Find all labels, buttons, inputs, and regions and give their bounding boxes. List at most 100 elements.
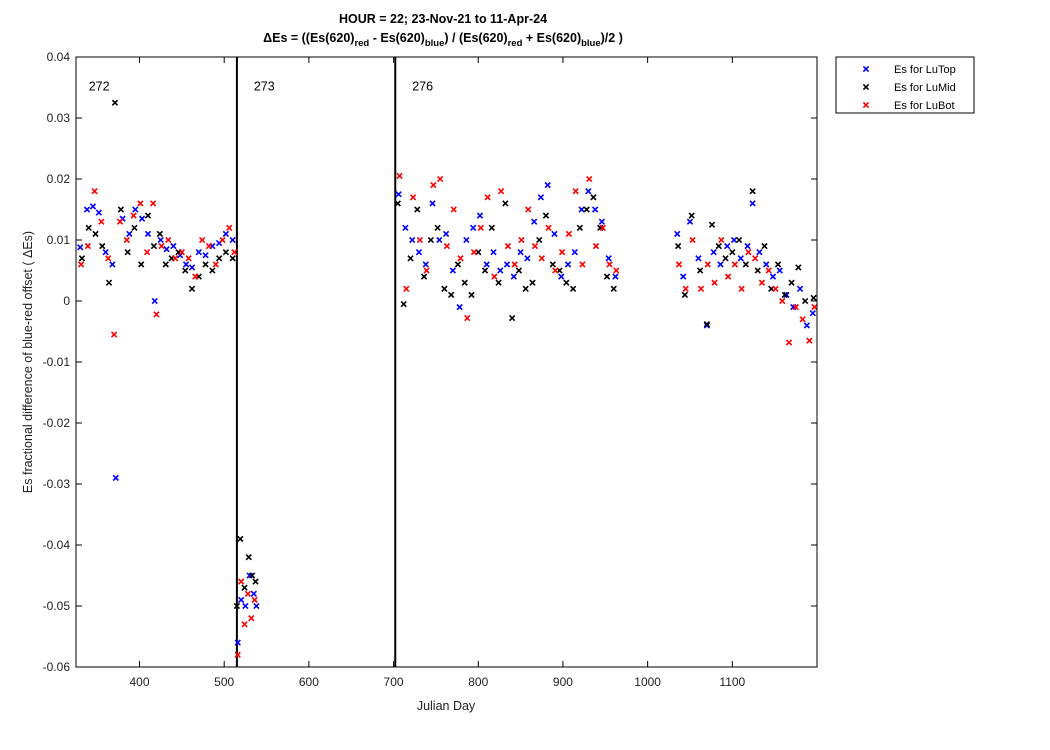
data-point [525,206,532,213]
data-point [729,249,736,256]
data-point [105,255,112,262]
data-point [212,261,219,268]
data-point [749,200,756,207]
legend: Es for LuTop Es for LuMid Es for LuBot [835,56,975,114]
data-point [157,236,164,244]
data-point [612,273,619,280]
data-point [178,249,186,256]
data-point [202,252,209,259]
data-point [468,291,475,299]
y-tick-label: 0.04 [47,50,71,64]
data-point [138,215,146,222]
annotation-272: 272 [89,80,110,94]
data-point [735,236,743,244]
data-point [761,242,768,250]
data-point [715,242,722,250]
data-point [464,314,471,322]
data-point [170,242,177,250]
legend-marker [862,65,870,73]
data-point [400,300,407,308]
data-point [754,267,761,274]
chart-subtitle-formula: ΔEs = ((Es(620)red - Es(620)blue) / (Es(… [263,31,623,49]
data-point [536,236,543,244]
data-point [549,261,556,268]
data-point [396,172,403,180]
x-tick-label: 1000 [634,675,661,689]
data-point [229,255,236,262]
data-point [83,206,91,213]
data-point [423,267,430,274]
data-point [537,194,545,201]
data-point [583,206,590,213]
data-point [126,230,133,238]
data-point [697,285,705,292]
data-point [92,230,99,238]
data-point [226,224,233,231]
data-point [241,584,248,591]
data-point [517,249,524,256]
data-point [758,279,766,286]
data-point [84,242,92,250]
data-point [686,218,694,225]
data-point [436,236,443,244]
data-point [592,242,600,250]
data-point [231,249,238,256]
data-point [222,249,230,256]
data-point [199,236,206,244]
data-point [502,200,509,207]
x-tick-label: 500 [214,675,234,689]
data-point [182,267,189,274]
data-point [250,590,258,597]
data-point [703,322,711,329]
data-point [144,212,152,219]
annotation-273: 273 [254,80,275,94]
data-point [515,267,523,274]
annotation-276: 276 [412,80,433,94]
data-point [491,273,498,280]
data-point [117,206,125,213]
data-point [248,572,256,579]
y-tick-label: -0.02 [43,416,71,430]
data-point [495,279,502,286]
data-point [158,242,165,250]
data-point [565,230,573,238]
data-point [704,261,711,268]
data-point [171,255,179,262]
data-point [508,314,516,322]
data-point [95,209,103,216]
data-point [153,311,160,318]
data-point [109,261,116,268]
data-point [91,188,98,195]
data-point [137,200,144,207]
data-point [461,279,468,286]
data-point [131,224,138,231]
data-point [710,249,717,256]
data-point [402,224,409,231]
data-point [251,596,258,604]
series-2 [77,172,818,658]
data-point [449,267,457,274]
data-point [447,291,455,299]
data-point [718,236,725,244]
data-point [586,175,593,183]
data-point [222,230,230,238]
data-point [252,578,259,585]
data-point [205,242,213,250]
data-point [394,200,401,207]
data-point [737,255,744,262]
data-point [463,236,470,244]
data-point [436,175,444,183]
data-point [105,279,113,286]
data-point [429,200,436,207]
data-point [143,249,151,256]
data-point [456,303,463,311]
data-point [241,621,248,628]
data-point [237,535,244,543]
y-axis-label: Es fractional difference of blue-red off… [21,231,35,493]
data-point [85,224,92,231]
data-point [163,245,170,253]
data-point [422,261,429,268]
data-point [610,285,617,292]
data-point [409,194,417,201]
data-point [563,279,570,286]
